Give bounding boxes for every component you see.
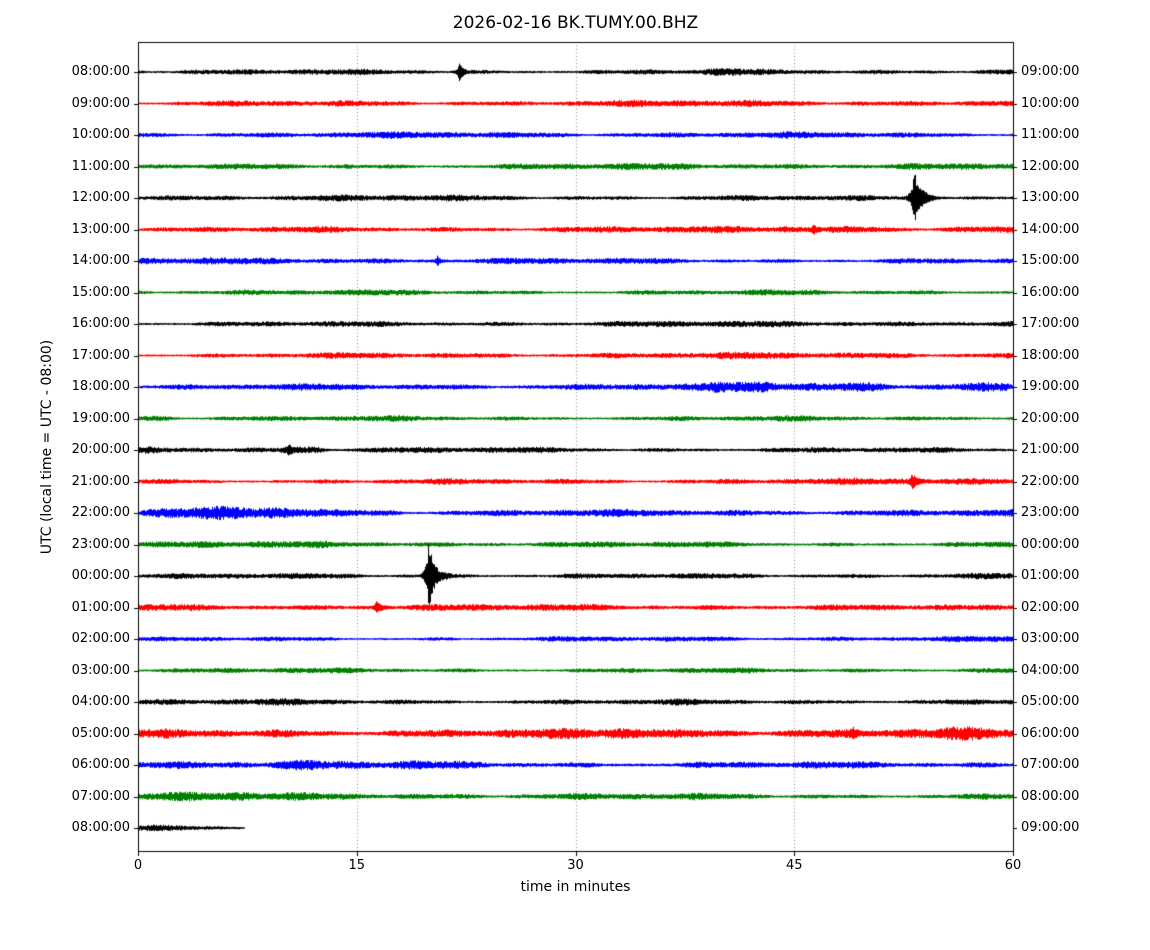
utc-time-label: 00:00:00 xyxy=(71,568,130,583)
local-time-label: 10:00:00 xyxy=(1021,95,1080,111)
local-time-label: 22:00:00 xyxy=(1021,473,1080,489)
utc-time-label: 06:00:00 xyxy=(71,757,130,772)
utc-time-label: 17:00:00 xyxy=(71,347,130,363)
utc-time-label: 14:00:00 xyxy=(71,253,130,268)
local-time-label: 09:00:00 xyxy=(1021,64,1080,79)
utc-time-label: 11:00:00 xyxy=(71,158,130,174)
local-time-label: 20:00:00 xyxy=(1021,410,1080,426)
utc-time-label: 04:00:00 xyxy=(71,694,130,709)
utc-time-label: 15:00:00 xyxy=(71,284,130,300)
local-time-label: 00:00:00 xyxy=(1021,536,1080,552)
utc-time-label: 12:00:00 xyxy=(71,190,130,205)
utc-time-label: 07:00:00 xyxy=(71,788,130,804)
local-time-label: 16:00:00 xyxy=(1021,284,1080,300)
x-tick-label: 60 xyxy=(1004,858,1022,873)
local-time-label: 15:00:00 xyxy=(1021,253,1080,268)
local-time-label: 14:00:00 xyxy=(1021,221,1080,237)
local-time-label: 02:00:00 xyxy=(1021,599,1080,615)
utc-time-label: 01:00:00 xyxy=(71,599,130,615)
local-time-label: 03:00:00 xyxy=(1021,631,1080,646)
local-time-label: 01:00:00 xyxy=(1021,568,1080,583)
utc-time-label: 22:00:00 xyxy=(71,505,130,520)
utc-time-label: 03:00:00 xyxy=(71,662,130,678)
x-tick-label: 15 xyxy=(348,858,366,873)
utc-time-label: 13:00:00 xyxy=(71,221,130,237)
local-time-label: 09:00:00 xyxy=(1021,820,1080,835)
utc-time-label: 18:00:00 xyxy=(71,379,130,394)
utc-time-label: 02:00:00 xyxy=(71,631,130,646)
local-time-label: 07:00:00 xyxy=(1021,757,1080,772)
local-time-label: 06:00:00 xyxy=(1021,725,1080,741)
local-time-label: 11:00:00 xyxy=(1021,127,1080,142)
utc-time-label: 20:00:00 xyxy=(71,442,130,457)
x-tick-label: 45 xyxy=(785,858,803,873)
local-time-label: 21:00:00 xyxy=(1021,442,1080,457)
local-time-label: 19:00:00 xyxy=(1021,379,1080,394)
x-tick-label: 0 xyxy=(133,858,143,873)
local-time-label: 05:00:00 xyxy=(1021,694,1080,709)
utc-time-label: 08:00:00 xyxy=(71,64,130,79)
utc-time-label: 16:00:00 xyxy=(71,316,130,331)
local-time-label: 04:00:00 xyxy=(1021,662,1080,678)
utc-time-label: 21:00:00 xyxy=(71,473,130,489)
x-tick-label: 30 xyxy=(567,858,584,873)
local-time-label: 18:00:00 xyxy=(1021,347,1080,363)
utc-time-label: 10:00:00 xyxy=(71,127,130,142)
utc-time-label: 23:00:00 xyxy=(71,536,130,552)
utc-time-label: 09:00:00 xyxy=(71,95,130,111)
local-time-label: 12:00:00 xyxy=(1021,158,1080,174)
utc-time-label: 08:00:00 xyxy=(71,820,130,835)
utc-time-label: 19:00:00 xyxy=(71,410,130,426)
local-time-label: 17:00:00 xyxy=(1021,316,1080,331)
local-time-label: 08:00:00 xyxy=(1021,788,1080,804)
utc-time-label: 05:00:00 xyxy=(71,725,130,741)
x-axis-label: time in minutes xyxy=(520,879,631,895)
local-time-label: 23:00:00 xyxy=(1021,505,1080,520)
local-time-label: 13:00:00 xyxy=(1021,190,1080,205)
